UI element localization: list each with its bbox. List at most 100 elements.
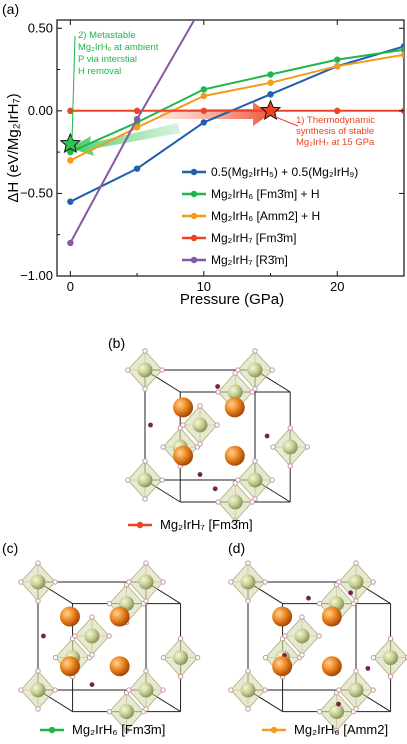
- hydrogen-atom: [180, 422, 186, 428]
- hydrogen-atom: [353, 598, 359, 604]
- hydrogen-atom: [316, 633, 322, 639]
- annotation-metastable: 2) Metastable Mg₂IrH₆ at ambient P via i…: [71, 30, 159, 141]
- interstitial-h-atom: [264, 433, 270, 439]
- annotation-thermodynamic-line-1: 1) Thermodynamic: [296, 115, 375, 126]
- hydrogen-atom: [353, 706, 359, 712]
- series-4-point-1: [133, 115, 141, 123]
- hydrogen-atom: [35, 598, 41, 604]
- legend-item-3: Mg₂IrH₇ [Fm3̄m]: [182, 231, 296, 245]
- legend-label-2: Mg₂IrH₆ [Amm2] + H: [211, 209, 320, 223]
- hydrogen-atom: [52, 687, 58, 693]
- mg-atom: [137, 362, 153, 378]
- annotation-metastable-line-2: Mg₂IrH₆ at ambient: [78, 42, 159, 53]
- series-2-point-1: [133, 124, 141, 131]
- annotation-metastable-line-3: P via interstial: [78, 54, 137, 65]
- hydrogen-atom: [142, 458, 148, 464]
- series-1-point-0: [67, 148, 74, 156]
- hydrogen-atom: [142, 348, 148, 354]
- ir-atom: [173, 397, 194, 418]
- series-2-point-3: [267, 79, 274, 86]
- structure-d-legend-label: Mg₂IrH₆ [Amm2]: [294, 722, 388, 737]
- hydrogen-atom: [262, 687, 268, 693]
- hydrogen-atom: [52, 654, 59, 661]
- mg-atom: [30, 682, 46, 698]
- ir-atom: [173, 445, 194, 466]
- hydrogen-atom: [252, 496, 258, 502]
- hydrogen-atom: [333, 727, 340, 734]
- interstitial-h-atom: [41, 633, 46, 639]
- ir-atom: [59, 656, 80, 677]
- mg-atom: [84, 628, 100, 644]
- structure-d-legend: Mg₂IrH₆ [Amm2]: [262, 722, 388, 737]
- hydrogen-atom: [143, 668, 149, 674]
- ir-atom: [224, 445, 245, 466]
- hydrogen-atom: [18, 579, 24, 585]
- red-star-marker: [259, 99, 282, 120]
- hydrogen-atom: [316, 600, 323, 607]
- series-line-1: [69, 48, 404, 154]
- hydrogen-atom: [336, 687, 342, 693]
- hydrogen-atom: [160, 444, 166, 450]
- plot-area: [56, 19, 405, 277]
- panel-label-d: (d): [228, 540, 245, 556]
- x-tick-label-1: 10: [197, 279, 211, 294]
- hydrogen-atom: [353, 668, 359, 674]
- hydrogen-atom: [197, 403, 203, 409]
- hydrogen-atom: [245, 706, 251, 712]
- x-tick-label-0: 0: [67, 279, 74, 294]
- structure-b: [125, 348, 310, 524]
- interstitial-h-atom: [336, 701, 341, 707]
- enthalpy-chart: 0 10 20 −1.00 −0.50 0.00 0.50 Pressure (GPa) Δ…: [5, 19, 405, 308]
- hydrogen-atom: [177, 673, 184, 680]
- series-2-point-2: [200, 92, 208, 100]
- hydrogen-atom: [232, 518, 238, 524]
- hydrogen-atom: [299, 652, 305, 658]
- y-axis-label: ΔH (eV/Mg₂IrH₇): [5, 93, 22, 202]
- panel-label-a: (a): [2, 1, 19, 17]
- hydrogen-atom: [177, 635, 184, 642]
- hydrogen-atom: [252, 458, 258, 464]
- hydrogen-atom: [160, 579, 166, 585]
- hydrogen-atom: [126, 579, 132, 585]
- mg-atom: [247, 472, 263, 488]
- mg-atom: [240, 574, 256, 590]
- series-1-point-3: [267, 71, 274, 78]
- legend-item-1: Mg₂IrH₆ [Fm3̄m] + H: [182, 187, 320, 201]
- hydrogen-atom: [143, 598, 149, 604]
- series-3-point-4: [334, 107, 341, 115]
- hydrogen-atom: [123, 727, 130, 734]
- series-0-point-2: [200, 119, 208, 126]
- ir-atom: [59, 606, 80, 627]
- hydrogen-atom: [387, 673, 394, 680]
- hydrogen-atom: [299, 614, 305, 620]
- hydrogen-atom: [387, 635, 394, 642]
- hydrogen-atom: [370, 654, 377, 661]
- hydrogen-atom: [125, 477, 131, 483]
- mg-atom: [348, 682, 364, 698]
- hydrogen-atom: [353, 560, 359, 566]
- legend-item-4: Mg₂IrH₇ [R3̄m]: [182, 253, 288, 267]
- hydrogen-atom: [18, 687, 24, 693]
- plot-frame: [56, 19, 405, 277]
- structure-d: [228, 560, 407, 734]
- hydrogen-atom: [195, 654, 201, 661]
- x-axis-label: Pressure (GPa): [180, 291, 284, 308]
- mg-atom: [240, 682, 256, 698]
- ir-atom: [109, 656, 130, 677]
- hydrogen-atom: [262, 579, 268, 585]
- green-star-marker: [59, 132, 82, 154]
- hydrogen-atom: [126, 687, 132, 693]
- series-1-point-5: [400, 46, 404, 53]
- hydrogen-atom: [269, 477, 275, 483]
- hydrogen-atom: [262, 654, 269, 661]
- hydrogen-atom: [35, 560, 41, 566]
- hydrogen-atom: [287, 425, 293, 431]
- mg-atom: [137, 472, 153, 488]
- interstitial-h-atom: [365, 666, 371, 671]
- mg-atom: [383, 650, 399, 666]
- hydrogen-atom: [89, 652, 95, 658]
- structure-c-legend-label: Mg₂IrH₆ [Fm3̄m]: [72, 722, 165, 737]
- hydrogen-atom: [370, 687, 376, 693]
- mg-atom: [247, 362, 263, 378]
- interstitial-h-atom: [348, 590, 353, 596]
